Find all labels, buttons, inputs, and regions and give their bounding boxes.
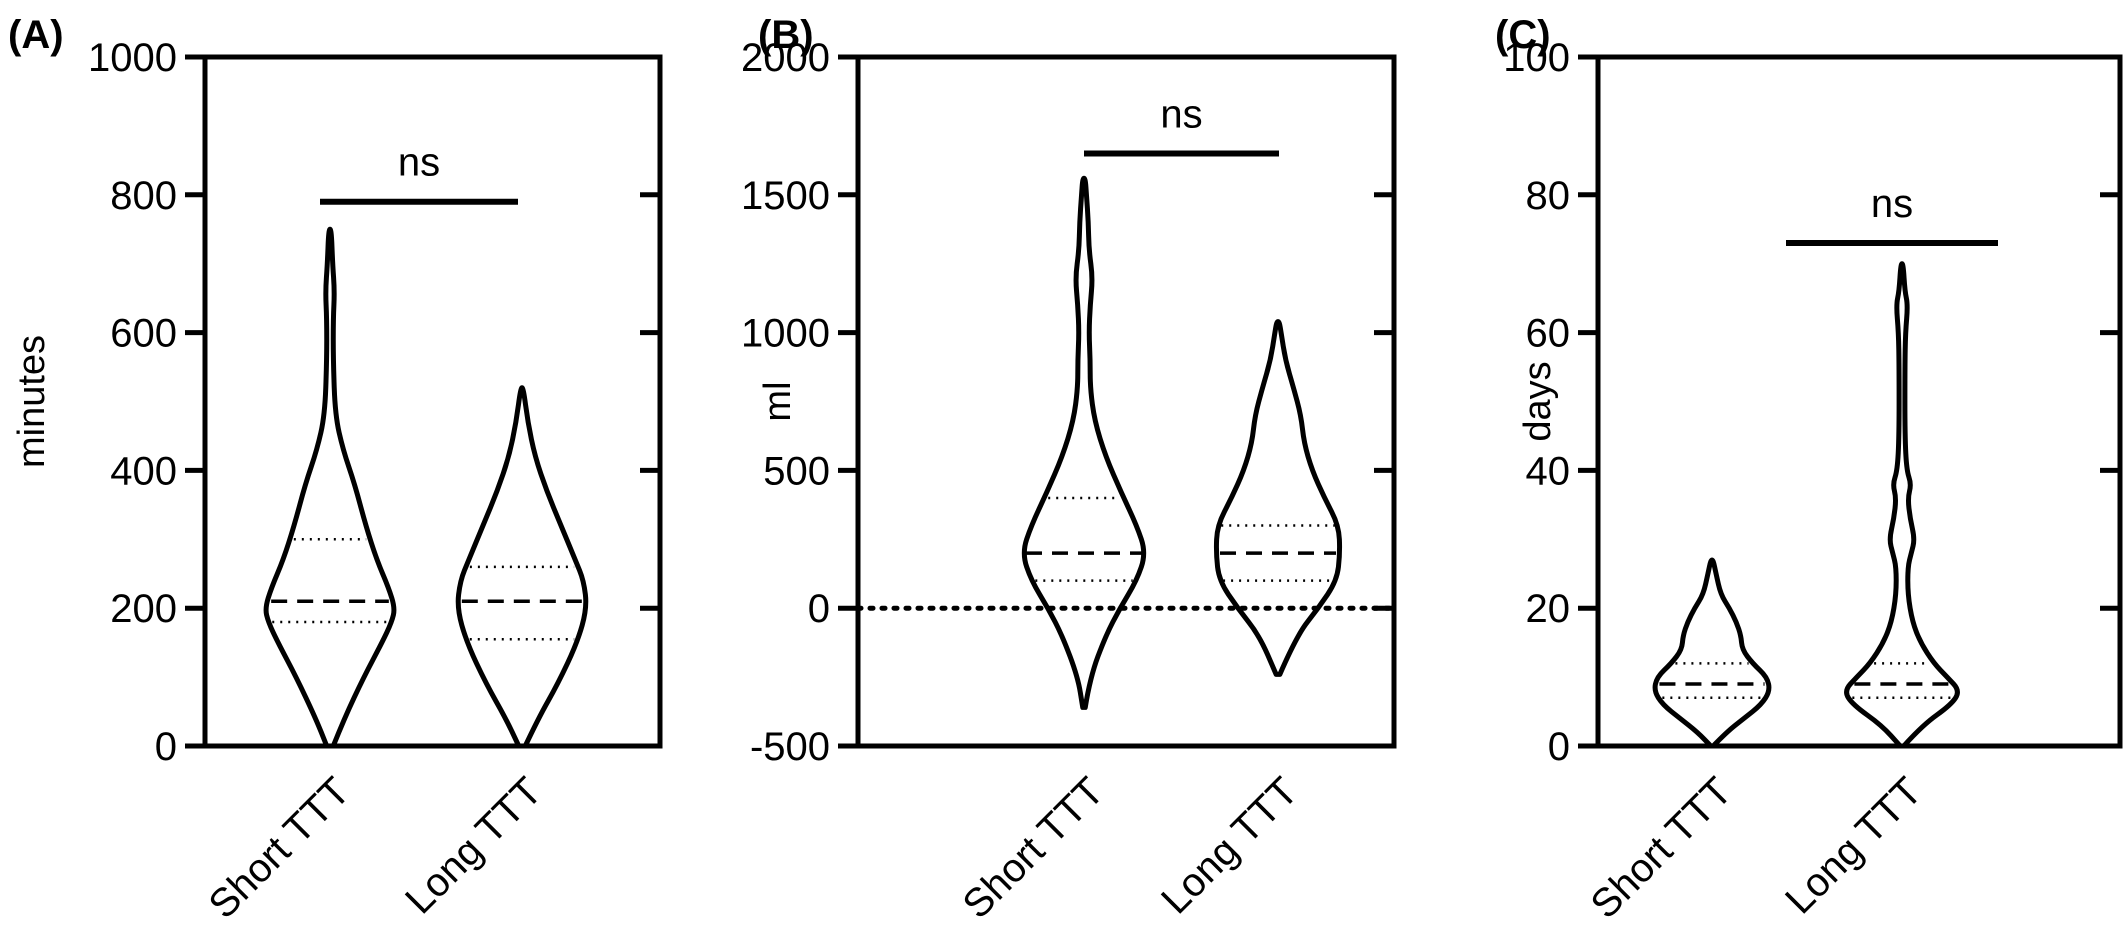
y-tick-label: 200 (110, 587, 177, 631)
y-axis-label: ml (757, 381, 799, 421)
y-tick-label: 800 (110, 174, 177, 218)
panel-label: (A) (8, 13, 64, 57)
chart-panel-2: (C) days 0 20 40 60 80 100 Short TTT Long TTT ns (1495, 13, 2123, 927)
y-tick-label: 1000 (741, 312, 830, 356)
plot-frame (855, 54, 1397, 749)
y-tick-label: 0 (1548, 725, 1570, 769)
violin-0 (1021, 175, 1147, 710)
plot-frame (202, 54, 663, 749)
significance-label: ns (398, 141, 440, 185)
y-tick-label: 600 (110, 312, 177, 356)
y-tick-label: 60 (1526, 312, 1571, 356)
significance-label: ns (1871, 182, 1913, 226)
chart-panel-0: (A) minutes 0 200 400 600 800 1000 Short TTT Long… (8, 13, 663, 927)
plot-frame (1595, 54, 2123, 749)
y-axis-label: minutes (11, 335, 53, 468)
y-tick-label: 80 (1526, 174, 1571, 218)
y-tick-label: 20 (1526, 587, 1571, 631)
y-tick-label: 1500 (741, 174, 830, 218)
y-tick-label: -500 (750, 725, 830, 769)
x-category-label: Long TTT (397, 769, 550, 922)
violin-1 (1213, 319, 1343, 677)
y-tick-label: 2000 (741, 36, 830, 80)
y-axis-label: days (1517, 361, 1559, 441)
x-category-label: Long TTT (1153, 769, 1306, 922)
y-tick-label: 400 (110, 449, 177, 493)
x-category-label: Short TTT (200, 769, 358, 927)
x-category-label: Short TTT (954, 769, 1112, 927)
y-tick-label: 1000 (88, 36, 177, 80)
chart-panel-1: (B) ml -500 0 500 1000 1500 2000 Short TTT Long T… (741, 13, 1397, 927)
violin-1 (455, 385, 589, 749)
panel-label: (C) (1495, 13, 1551, 57)
x-category-label: Long TTT (1777, 769, 1930, 922)
violin-0 (1652, 557, 1772, 749)
y-tick-label: 500 (763, 449, 830, 493)
y-tick-label: 0 (155, 725, 177, 769)
y-tick-label: 40 (1526, 449, 1571, 493)
y-tick-label: 0 (808, 587, 830, 631)
violin-1 (1844, 261, 1960, 749)
y-tick-label: 100 (1503, 36, 1570, 80)
significance-label: ns (1160, 92, 1202, 136)
panel-label: (B) (758, 13, 814, 57)
violin-0 (263, 226, 397, 749)
x-category-label: Short TTT (1582, 769, 1740, 927)
